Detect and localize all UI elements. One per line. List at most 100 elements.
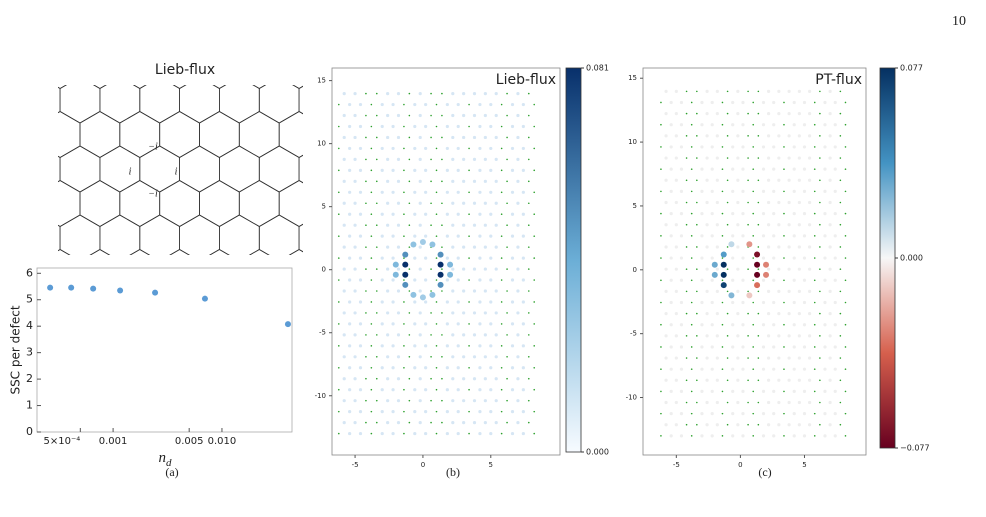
hexagon (179, 145, 220, 193)
lattice-site (456, 102, 460, 107)
lattice-site (533, 410, 536, 413)
lattice-site (808, 312, 812, 316)
lattice-site (430, 356, 432, 358)
lattice-site (664, 245, 668, 249)
lattice-site (752, 168, 755, 170)
lattice-site (391, 168, 395, 172)
lattice-site (489, 168, 493, 172)
lattice-site (424, 146, 428, 151)
lattice-site (726, 423, 729, 426)
lattice-site (792, 100, 796, 105)
lattice-site (710, 278, 714, 282)
lattice-site (721, 301, 724, 304)
lattice-site (802, 434, 807, 438)
lattice-site (797, 89, 801, 93)
lattice-site (679, 300, 684, 305)
lattice-site (783, 412, 785, 415)
lattice-site (705, 378, 709, 382)
lattice-site (386, 267, 390, 271)
lattice-site (715, 111, 719, 116)
lattice-site (757, 423, 760, 426)
lattice-site (375, 202, 378, 205)
site (392, 271, 399, 278)
lattice-site (679, 167, 684, 171)
lattice-background (660, 89, 847, 438)
lattice-site (736, 334, 740, 338)
lattice-site (358, 256, 363, 260)
lattice-site (380, 344, 384, 348)
lattice-site (489, 388, 493, 392)
lattice-site (408, 246, 411, 248)
site (402, 261, 409, 268)
lattice-site (500, 432, 503, 435)
lattice-site (736, 267, 740, 271)
lattice-site (489, 256, 493, 260)
lattice-site (358, 431, 363, 436)
lattice-site (828, 334, 832, 338)
lattice-site (472, 157, 477, 161)
lattice-site (483, 311, 487, 315)
lattice-site (833, 167, 837, 171)
lattice-site (403, 235, 405, 237)
lattice-site (413, 146, 417, 151)
lattice-site (766, 200, 771, 205)
site (754, 251, 761, 258)
y-tick-label: -10 (315, 392, 326, 400)
lattice-site (370, 103, 373, 106)
lattice-site (823, 100, 827, 105)
lattice-site (533, 323, 536, 325)
lattice-site (521, 366, 525, 370)
lattice-site (441, 202, 443, 205)
lattice-site (685, 401, 688, 404)
lattice-site (348, 102, 352, 107)
lattice-site (494, 289, 498, 293)
lattice-site (337, 432, 340, 435)
lattice-site (726, 157, 729, 159)
lattice-site (757, 290, 760, 293)
lattice-site (797, 312, 801, 316)
lattice-site (489, 344, 493, 348)
lattice-site (418, 377, 422, 381)
lattice-site (813, 190, 816, 193)
hexagon (238, 111, 280, 158)
lattice-site (348, 366, 352, 370)
lattice-site (468, 169, 470, 172)
lattice-site (787, 200, 791, 205)
lattice-site (823, 212, 827, 216)
lattice-site (483, 289, 487, 293)
lattice-site (527, 399, 530, 402)
lattice-site (766, 111, 771, 116)
lattice-site (375, 356, 378, 358)
lattice-site (690, 323, 693, 326)
lattice-site (516, 333, 520, 337)
lattice-site (386, 333, 390, 337)
lattice-site (403, 147, 405, 150)
y-tick-label: 0 (26, 425, 33, 438)
lattice-site (370, 235, 373, 237)
lattice-site (489, 300, 493, 304)
lattice-site (772, 234, 776, 238)
lattice-site (808, 289, 812, 293)
lattice-site (418, 135, 422, 140)
lattice-site (844, 368, 847, 370)
lattice-site (741, 123, 745, 127)
lattice-site (462, 355, 466, 359)
lattice-site (403, 301, 405, 303)
lattice-site (494, 223, 498, 227)
lattice-site (521, 431, 525, 436)
lattice-site (792, 412, 796, 416)
lattice-site (669, 145, 673, 149)
lattice-site (761, 278, 766, 282)
lattice-site (516, 311, 520, 315)
lattice-site (731, 412, 735, 416)
lattice-site (358, 300, 363, 304)
lattice-site (533, 279, 536, 281)
lattice-site (380, 234, 384, 238)
lattice-site (403, 410, 405, 413)
site (754, 261, 761, 268)
lattice-site (500, 103, 503, 106)
flux-label: i (129, 166, 132, 177)
lattice-site (797, 200, 801, 205)
lattice-site (348, 234, 352, 238)
lattice-site (353, 113, 357, 118)
